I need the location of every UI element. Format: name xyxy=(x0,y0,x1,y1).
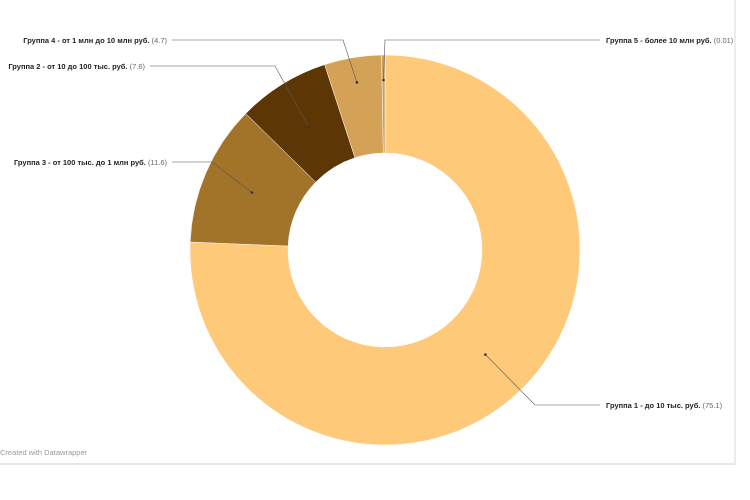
callout-line-group-1 xyxy=(485,354,600,406)
value-label: (75.1) xyxy=(703,401,723,410)
data-label-group-2: Группа 2 - от 10 до 100 тыс. руб. (7.6) xyxy=(8,62,145,71)
callout-line-group-5 xyxy=(383,39,600,81)
callout-dot-group-3 xyxy=(250,191,254,194)
category-label: Группа 4 - от 1 млн до 10 млн руб. xyxy=(23,36,151,45)
slice-group-1 xyxy=(189,54,581,446)
callout-dot-group-4 xyxy=(355,81,359,84)
callout-line-group-3 xyxy=(172,161,253,193)
callout-dot-group-1 xyxy=(484,353,487,356)
category-label: Группа 5 - более 10 млн руб. xyxy=(606,36,714,45)
callout-dot-group-2 xyxy=(307,125,310,129)
callout-line-group-2 xyxy=(150,65,309,127)
bottom-divider xyxy=(0,463,735,465)
category-label: Группа 1 - до 10 тыс. руб. xyxy=(606,401,703,410)
chart-credit: Created with Datawrapper xyxy=(0,448,88,457)
data-label-group-5: Группа 5 - более 10 млн руб. (0.01) xyxy=(606,36,734,45)
slices-group xyxy=(189,54,581,446)
right-divider xyxy=(734,0,736,465)
callout-line-group-4 xyxy=(172,39,358,83)
value-label: (0.01) xyxy=(714,36,734,45)
value-label: (11.6) xyxy=(148,158,168,167)
category-label: Группа 3 - от 100 тыс. до 1 млн руб. xyxy=(14,158,148,167)
data-label-group-1: Группа 1 - до 10 тыс. руб. (75.1) xyxy=(606,401,723,410)
category-label: Группа 2 - от 10 до 100 тыс. руб. xyxy=(8,62,129,71)
callouts-group: Группа 1 - до 10 тыс. руб. (75.1)Группа … xyxy=(8,36,733,410)
value-label: (4.7) xyxy=(152,36,168,45)
callout-dot-group-5 xyxy=(382,78,385,82)
data-label-group-3: Группа 3 - от 100 тыс. до 1 млн руб. (11… xyxy=(14,158,168,167)
data-label-group-4: Группа 4 - от 1 млн до 10 млн руб. (4.7) xyxy=(23,36,167,45)
value-label: (7.6) xyxy=(130,62,146,71)
